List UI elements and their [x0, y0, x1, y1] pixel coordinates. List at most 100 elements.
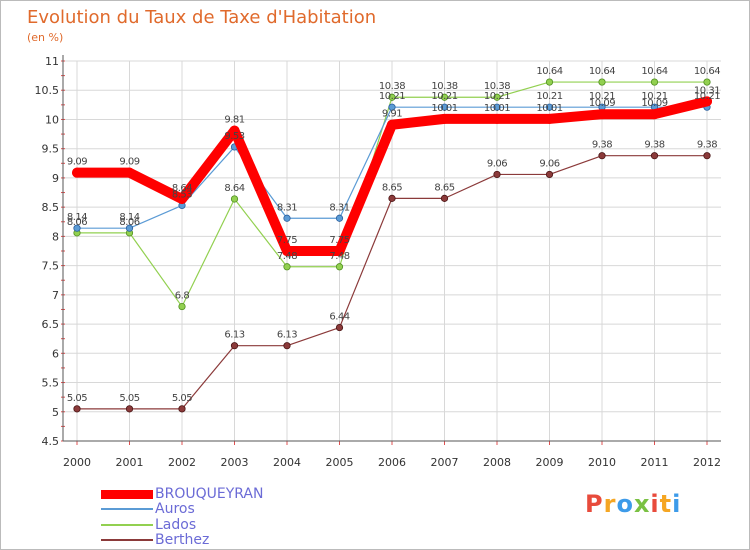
data-label: 10.31	[694, 85, 720, 96]
chart-title: Evolution du Taux de Taxe d'Habitation	[27, 7, 377, 28]
data-point	[388, 194, 396, 202]
logo-letter: i	[672, 490, 682, 518]
data-point	[649, 109, 660, 120]
data-point	[73, 224, 81, 232]
y-tick-label: 10.5	[35, 84, 60, 97]
logo-letter: x	[633, 490, 651, 518]
data-point	[72, 167, 82, 178]
data-label: 8.31	[329, 202, 349, 213]
data-point	[334, 246, 345, 256]
x-tick-label: 2007	[431, 456, 459, 469]
data-label: 7.75	[329, 235, 349, 246]
x-tick-label: 2006	[378, 456, 406, 469]
legend-item-berthez: Berthez	[101, 532, 209, 548]
data-label: 6.8	[175, 291, 190, 302]
data-point	[178, 405, 186, 413]
x-tick-label: 2008	[483, 456, 511, 469]
data-point	[283, 214, 291, 222]
data-label: 5.05	[119, 393, 139, 404]
data-label: 10.64	[589, 66, 615, 77]
data-point	[230, 195, 239, 203]
data-label: 10.01	[536, 103, 562, 114]
axis-layer: 4.5 5 5.5 6 6.5 7 7.5 8 8.5 9 9.5 10 10.5 11 2000 2001 2…	[35, 55, 721, 469]
data-label: 7.48	[277, 251, 297, 262]
data-label: 10.21	[694, 91, 720, 102]
data-point	[125, 224, 134, 232]
legend-label: Lados	[155, 517, 197, 533]
data-point	[597, 109, 607, 120]
data-label: 8.65	[382, 182, 402, 193]
data-label: 5.05	[172, 393, 192, 404]
data-point	[545, 78, 554, 86]
data-label: 8.64	[224, 183, 244, 194]
y-tick-label: 9.5	[42, 143, 60, 156]
data-label: 6.44	[329, 312, 349, 323]
x-tick-label: 2004	[273, 456, 301, 469]
data-label: 8.31	[277, 202, 297, 213]
logo-letter: P	[585, 490, 604, 518]
data-point	[545, 103, 554, 111]
data-point	[439, 113, 450, 124]
legend-label: Berthez	[155, 532, 210, 548]
data-label: 10.09	[641, 98, 667, 109]
logo-letter: t	[659, 490, 673, 518]
data-point	[702, 96, 712, 107]
x-tick-label: 2012	[693, 456, 721, 469]
data-label: 8.65	[434, 182, 454, 193]
proxiti-logo: Proxiti	[585, 490, 681, 518]
data-label: 10.38	[379, 81, 405, 92]
y-tick-label: 9	[52, 172, 59, 185]
logo-letter: i	[650, 490, 660, 518]
data-label: 9.38	[592, 140, 612, 151]
data-point	[703, 78, 711, 86]
y-tick-label: 5.5	[42, 377, 60, 390]
data-point	[598, 78, 606, 86]
data-label: 9.81	[224, 115, 244, 126]
data-point	[388, 93, 396, 101]
data-point	[283, 263, 291, 271]
legend-swatch	[101, 524, 153, 526]
data-point	[388, 103, 396, 111]
data-label: 10.21	[589, 91, 615, 102]
data-label: 9.09	[119, 157, 139, 168]
y-tick-label: 6.5	[42, 318, 60, 331]
data-label: 5.05	[67, 393, 87, 404]
data-point	[124, 167, 135, 178]
data-label: 8.06	[119, 217, 139, 228]
x-tick-label: 2010	[588, 456, 616, 469]
data-point	[703, 152, 711, 160]
data-point	[177, 193, 187, 204]
data-point	[178, 302, 186, 311]
data-point	[229, 125, 240, 136]
data-point	[545, 170, 554, 179]
data-point	[493, 93, 501, 101]
legend-label: Auros	[155, 501, 195, 517]
data-label: 9.06	[487, 158, 507, 169]
data-point	[230, 342, 239, 350]
data-point	[598, 152, 606, 160]
data-label: 8.14	[119, 212, 139, 223]
data-point	[73, 405, 81, 413]
legend-swatch	[101, 539, 153, 541]
data-label: 10.64	[694, 66, 720, 77]
data-label: 6.13	[277, 330, 297, 341]
data-point	[440, 194, 449, 202]
data-point	[650, 78, 659, 86]
y-tick-label: 8	[52, 230, 59, 243]
data-label: 10.38	[484, 81, 510, 92]
data-label: 9.91	[382, 109, 402, 120]
x-tick-label: 2009	[536, 456, 564, 469]
legend-swatch	[101, 508, 153, 510]
data-label: 9.53	[224, 131, 244, 142]
data-label: 6.13	[224, 330, 244, 341]
data-label: 10.01	[484, 103, 510, 114]
data-point	[282, 246, 292, 256]
x-tick-label: 2001	[116, 456, 144, 469]
data-label: 10.21	[641, 91, 667, 102]
x-tick-label: 2002	[168, 456, 196, 469]
data-label: 8.64	[172, 183, 192, 194]
data-point	[335, 214, 344, 222]
y-tick-label: 10	[45, 113, 59, 126]
